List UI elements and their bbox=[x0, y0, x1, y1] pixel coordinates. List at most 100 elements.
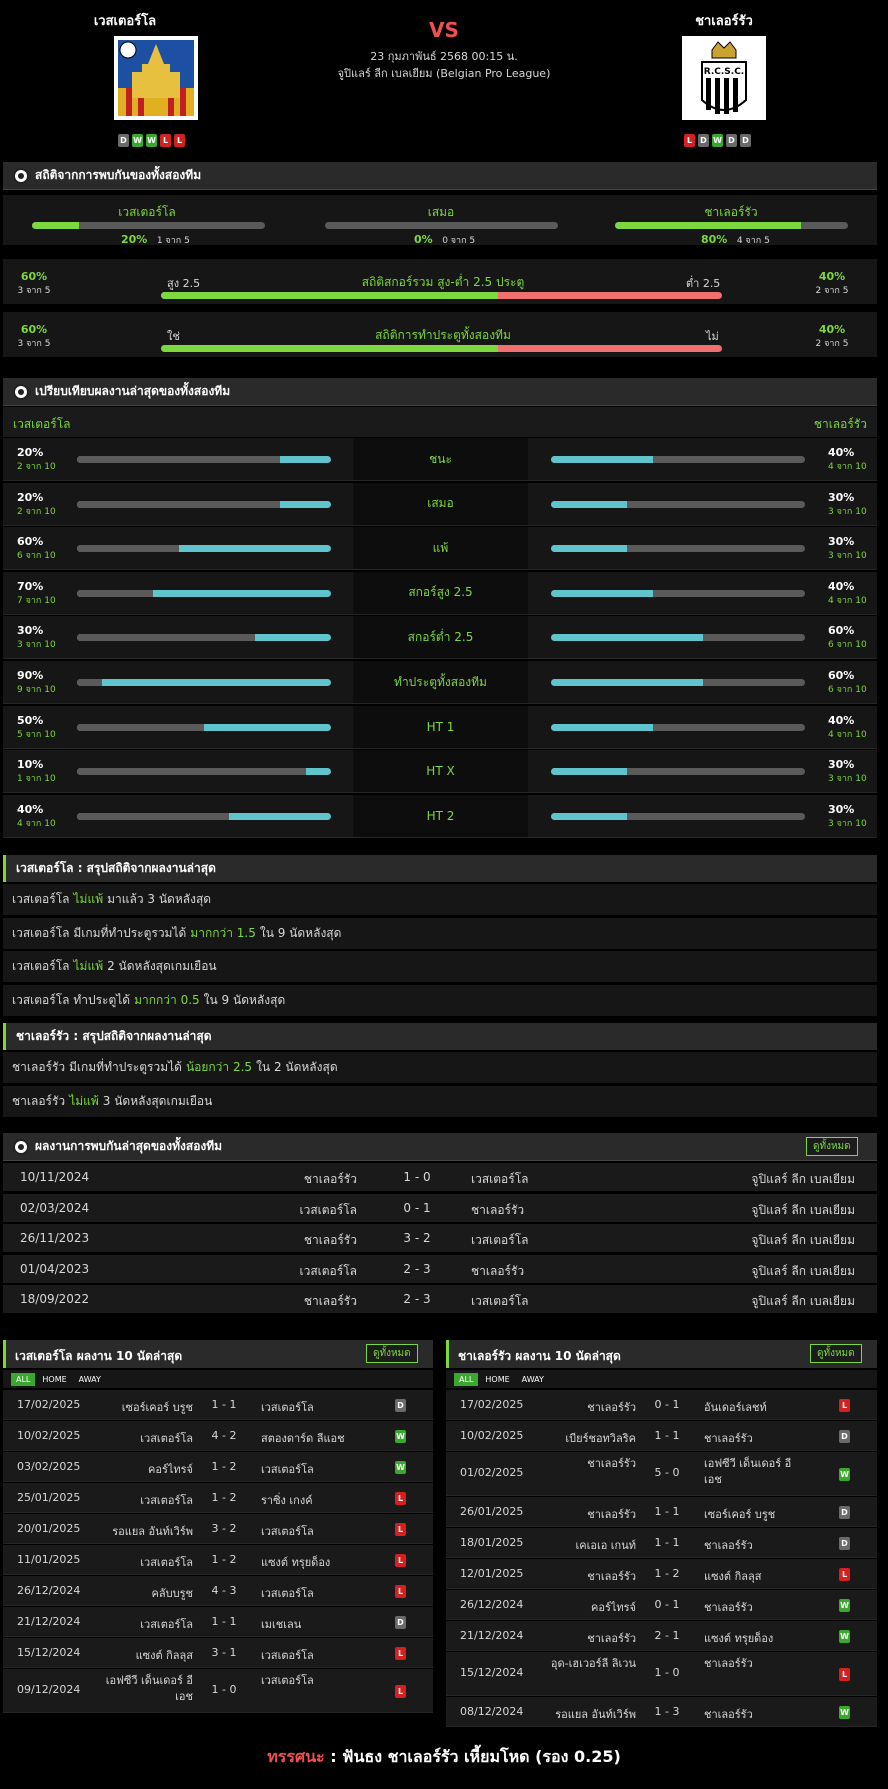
match-row[interactable]: 20/01/2025 รอแยล อันท์เวิร์พ 3 - 2 เวสเตอร์… bbox=[3, 1514, 433, 1544]
match-score: 3 - 1 bbox=[211, 1646, 237, 1659]
compare-row: 60% 6 จาก 10 แพ้ 30% 3 จาก 10 bbox=[3, 527, 877, 571]
h2h-date: 01/04/2023 bbox=[20, 1261, 90, 1276]
tab-home[interactable]: HOME bbox=[485, 1375, 510, 1384]
match-home: คอร์ไทรจ์ bbox=[590, 1601, 636, 1614]
compare-left-sub: 1 จาก 10 bbox=[17, 774, 56, 785]
summary-highlight: มากกว่า 0.5 bbox=[134, 992, 200, 1007]
home-last10-view-all-button[interactable]: ดูทั้งหมด bbox=[366, 1344, 418, 1363]
h2h-league: จูปิแลร์ ลีก เบลเยียม bbox=[751, 1202, 855, 1217]
result-badge: L bbox=[395, 1685, 406, 1698]
compare-row: 20% 2 จาก 10 ชนะ 40% 4 จาก 10 bbox=[3, 438, 877, 481]
h2h-away-bar bbox=[615, 222, 848, 229]
h2h-home-fill bbox=[32, 222, 79, 229]
match-row[interactable]: 10/02/2025 เวสเตอร์โล 4 - 2 สตองดาร์ด ลีแอช… bbox=[3, 1421, 433, 1451]
match-home: คอร์ไทรจ์ bbox=[147, 1463, 193, 1476]
over-right-label: ต่ำ 2.5 bbox=[686, 277, 721, 290]
compare-left-fill bbox=[77, 679, 103, 686]
match-row[interactable]: 25/01/2025 เวสเตอร์โล 1 - 2 ราซิ่ง เกงค์ L bbox=[3, 1483, 433, 1513]
h2h-row[interactable]: 26/11/2023 ชาเลอร์รัว 3 - 2 เวสเตอร์โล จูปิแ… bbox=[3, 1224, 877, 1252]
match-row[interactable]: 03/02/2025 คอร์ไทรจ์ 1 - 2 เวสเตอร์โล W bbox=[3, 1452, 433, 1482]
match-row[interactable]: 17/02/2025 เซอร์เคอร์ บรูช 1 - 1 เวสเตอร์โล… bbox=[3, 1390, 433, 1420]
match-row[interactable]: 26/12/2024 คลับบรูช 4 - 3 เวสเตอร์โล L bbox=[3, 1576, 433, 1606]
btts-panel: 60% 3 จาก 5 ใช่ สถิติการทำประตูทั้งสองทีม… bbox=[3, 312, 877, 357]
compare-left-pct: 30% bbox=[17, 624, 44, 638]
summary-highlight: ไม่แพ้ bbox=[73, 892, 104, 906]
btts-left-pct: 60% bbox=[20, 323, 48, 336]
h2h-row[interactable]: 01/04/2023 เวสเตอร์โล 2 - 3 ชาเลอร์รัว จูปิแ… bbox=[3, 1254, 877, 1283]
home-last10-header: เวสเตอร์โล ผลงาน 10 นัดล่าสุด ดูทั้งหมด bbox=[3, 1340, 433, 1368]
compare-right-pct: 40% bbox=[828, 579, 855, 593]
match-row[interactable]: 18/01/2025 เคเอเอ เกนท์ 1 - 1 ชาเลอร์รัว D bbox=[446, 1528, 877, 1558]
compare-right-fill bbox=[551, 679, 704, 686]
form-badge: D bbox=[118, 134, 129, 147]
match-date: 09/12/2024 bbox=[17, 1683, 81, 1696]
match-row[interactable]: 17/02/2025 ชาเลอร์รัว 0 - 1 อันเดอร์เลชท์ L bbox=[446, 1390, 877, 1420]
match-row[interactable]: 09/12/2024 เอฟซีวี เด็นเดอร์ อี เอช 1 - 0 เ… bbox=[3, 1669, 433, 1713]
match-row[interactable]: 15/12/2024 แซงต์ กิลลุส 3 - 1 เวสเตอร์โล L bbox=[3, 1638, 433, 1668]
over-under-bar bbox=[161, 292, 722, 299]
h2h-row[interactable]: 18/09/2022 ชาเลอร์รัว 2 - 3 เวสเตอร์โล จูปิแ… bbox=[3, 1285, 877, 1313]
tab-away[interactable]: AWAY bbox=[78, 1375, 101, 1384]
h2h-view-all-button[interactable]: ดูทั้งหมด bbox=[806, 1137, 858, 1156]
h2h-home-pct: 20% bbox=[121, 233, 148, 246]
compare-left-fill bbox=[77, 768, 306, 776]
compare-header: เปรียบเทียบผลงานล่าสุดของทั้งสองทีม bbox=[3, 378, 877, 406]
match-row[interactable]: 26/12/2024 คอร์ไทรจ์ 0 - 1 ชาเลอร์รัว W bbox=[446, 1590, 877, 1620]
compare-left-fill bbox=[77, 456, 281, 463]
match-row[interactable]: 11/01/2025 เวสเตอร์โล 1 - 2 แซงต์ ทรุยด็อง L bbox=[3, 1545, 433, 1575]
compare-right-stat: 40% 4 จาก 10 bbox=[828, 714, 874, 741]
h2h-row[interactable]: 02/03/2024 เวสเตอร์โล 0 - 1 ชาเลอร์รัว จูปิแ… bbox=[3, 1193, 877, 1222]
match-score: 1 - 2 bbox=[654, 1567, 680, 1580]
match-row[interactable]: 21/12/2024 ชาเลอร์รัว 2 - 1 แซงต์ ทรุยด็อง W bbox=[446, 1621, 877, 1651]
tab-all[interactable]: ALL bbox=[11, 1373, 36, 1386]
match-row[interactable]: 08/12/2024 รอแยล อันท์เวิร์พ 1 - 3 ชาเลอร์ร… bbox=[446, 1697, 877, 1727]
match-away: เวสเตอร์โล bbox=[261, 1674, 314, 1687]
summary-row: เวสเตอร์โล ทำประตูได้ มากกว่า 0.5 ใน 9 น… bbox=[3, 984, 877, 1016]
compare-left-sub: 4 จาก 10 bbox=[17, 818, 56, 829]
tab-all[interactable]: ALL bbox=[454, 1373, 479, 1386]
league-name[interactable]: จูปิแลร์ ลีก เบลเยียม (Belgian Pro Leagu… bbox=[337, 67, 551, 80]
match-away: เวสเตอร์โล bbox=[261, 1401, 314, 1414]
result-badge: L bbox=[395, 1585, 406, 1598]
match-row[interactable]: 21/12/2024 เวสเตอร์โล 1 - 1 เมเชเลน D bbox=[3, 1607, 433, 1637]
match-row[interactable]: 12/01/2025 ชาเลอร์รัว 1 - 2 แซงต์ กิลลุส L bbox=[446, 1559, 877, 1589]
away-last10-view-all-button[interactable]: ดูทั้งหมด bbox=[810, 1344, 862, 1363]
home-team-name[interactable]: เวสเตอร์โล bbox=[93, 14, 157, 29]
compare-right-stat: 30% 3 จาก 10 bbox=[828, 758, 874, 785]
compare-right-stat: 30% 3 จาก 10 bbox=[828, 491, 874, 518]
football-icon bbox=[13, 1138, 29, 1155]
tab-home[interactable]: HOME bbox=[42, 1375, 67, 1384]
home-team-crest[interactable] bbox=[114, 36, 198, 120]
h2h-home-label: เวสเตอร์โล bbox=[118, 205, 176, 219]
h2h-home-team: ชาเลอร์รัว bbox=[303, 1294, 357, 1308]
match-score: 1 - 1 bbox=[654, 1536, 680, 1549]
h2h-row[interactable]: 10/11/2024 ชาเลอร์รัว 1 - 0 เวสเตอร์โล จูปิแ… bbox=[3, 1163, 877, 1191]
over-under-title: สถิติสกอร์รวม สูง-ต่ำ 2.5 ประตู bbox=[361, 275, 525, 289]
match-row[interactable]: 01/02/2025 ชาเลอร์รัว 5 - 0 เอฟซีวี เด็นเดอ… bbox=[446, 1452, 877, 1496]
compare-right-pct: 30% bbox=[828, 535, 855, 549]
compare-right-pct: 30% bbox=[828, 802, 855, 816]
over-under-panel: 60% 3 จาก 5 สูง 2.5 สถิติสกอร์รวม สูง-ต่ำ… bbox=[3, 259, 877, 304]
match-row[interactable]: 10/02/2025 เบียร์ชอทวิลริค 1 - 1 ชาเลอร์รัว… bbox=[446, 1421, 877, 1451]
tab-away[interactable]: AWAY bbox=[521, 1375, 544, 1384]
result-badge: L bbox=[395, 1492, 406, 1505]
match-score: 0 - 1 bbox=[654, 1598, 680, 1611]
result-badge: L bbox=[839, 1568, 850, 1581]
h2h-home-team: เวสเตอร์โล bbox=[299, 1263, 357, 1278]
away-team-name[interactable]: ชาเลอร์รัว bbox=[695, 14, 753, 29]
summary-highlight: ไม่แพ้ bbox=[73, 959, 104, 974]
match-row[interactable]: 15/12/2024 อุด-เฮเวอร์ลี ลิเวน 1 - 0 ชาเลอร… bbox=[446, 1652, 877, 1696]
form-badge: D bbox=[698, 134, 709, 147]
compare-left-stat: 40% 4 จาก 10 bbox=[17, 803, 63, 830]
compare-right-bar bbox=[551, 500, 805, 508]
home-last10-tabs: ALL HOME AWAY bbox=[3, 1370, 433, 1388]
compare-right-fill bbox=[551, 634, 704, 642]
away-team-crest[interactable]: R.C.S.C. bbox=[682, 36, 766, 120]
match-row[interactable]: 26/01/2025 ชาเลอร์รัว 1 - 1 เซอร์เคอร์ บรูช… bbox=[446, 1497, 877, 1527]
match-datetime: 23 กุมภาพันธ์ 2568 00:15 น. bbox=[370, 50, 518, 63]
compare-right-stat: 60% 6 จาก 10 bbox=[828, 624, 874, 651]
result-badge: D bbox=[839, 1537, 850, 1550]
compare-row-label: ชนะ bbox=[353, 438, 528, 480]
match-score: 1 - 2 bbox=[211, 1553, 237, 1566]
